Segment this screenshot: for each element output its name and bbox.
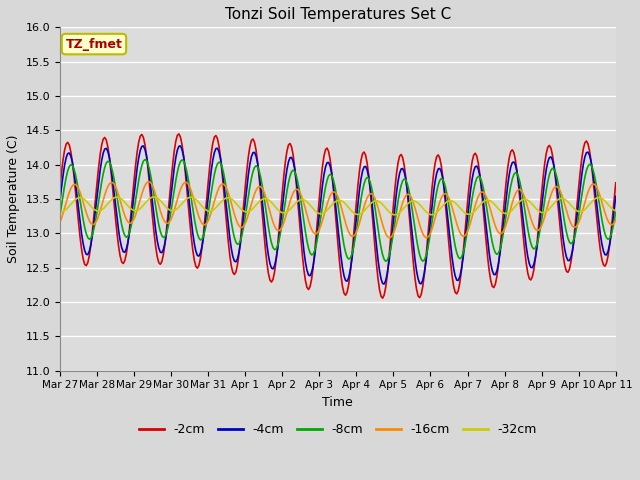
Text: TZ_fmet: TZ_fmet <box>65 37 122 50</box>
-8cm <box>141 156 148 162</box>
-4cm <box>56 198 64 204</box>
Line: -4cm: -4cm <box>60 146 616 284</box>
-16cm <box>547 192 555 198</box>
-8cm <box>394 198 402 204</box>
-8cm <box>612 209 620 215</box>
-16cm <box>374 205 382 211</box>
-16cm <box>406 193 414 199</box>
-4cm <box>380 281 388 287</box>
-32cm <box>547 204 555 210</box>
-4cm <box>612 193 620 199</box>
-4cm <box>161 240 169 246</box>
-2cm <box>379 295 387 301</box>
-32cm <box>374 198 382 204</box>
Legend: -2cm, -4cm, -8cm, -16cm, -32cm: -2cm, -4cm, -8cm, -16cm, -32cm <box>134 418 542 441</box>
-16cm <box>72 181 79 187</box>
Title: Tonzi Soil Temperatures Set C: Tonzi Soil Temperatures Set C <box>225 7 451 22</box>
-4cm <box>394 179 402 184</box>
-32cm <box>394 211 402 216</box>
X-axis label: Time: Time <box>323 396 353 409</box>
-32cm <box>391 212 399 218</box>
Y-axis label: Soil Temperature (C): Soil Temperature (C) <box>7 135 20 263</box>
-2cm <box>394 160 402 166</box>
-32cm <box>161 203 169 209</box>
-32cm <box>56 209 64 215</box>
Line: -2cm: -2cm <box>60 134 616 298</box>
-2cm <box>612 180 620 186</box>
Line: -8cm: -8cm <box>60 159 616 261</box>
-16cm <box>144 179 152 185</box>
-2cm <box>175 131 182 137</box>
-2cm <box>374 276 382 282</box>
-2cm <box>406 226 414 232</box>
-2cm <box>56 185 64 191</box>
-16cm <box>612 217 620 223</box>
-8cm <box>72 171 79 177</box>
-8cm <box>547 168 555 173</box>
-4cm <box>72 180 79 185</box>
-8cm <box>382 258 390 264</box>
-16cm <box>56 219 64 225</box>
-8cm <box>374 226 382 232</box>
-8cm <box>406 195 414 201</box>
-16cm <box>385 235 393 240</box>
-4cm <box>547 154 555 160</box>
-32cm <box>406 199 414 204</box>
Line: -32cm: -32cm <box>60 197 616 215</box>
-4cm <box>406 214 414 220</box>
-2cm <box>159 252 167 257</box>
-32cm <box>150 194 158 200</box>
-32cm <box>72 197 79 203</box>
-8cm <box>56 212 64 218</box>
-32cm <box>612 208 620 214</box>
-16cm <box>161 219 169 225</box>
-2cm <box>72 187 79 193</box>
-4cm <box>374 257 382 263</box>
-4cm <box>140 143 147 149</box>
-16cm <box>394 216 402 221</box>
Line: -16cm: -16cm <box>60 182 616 238</box>
-8cm <box>161 234 169 240</box>
-2cm <box>547 145 555 151</box>
